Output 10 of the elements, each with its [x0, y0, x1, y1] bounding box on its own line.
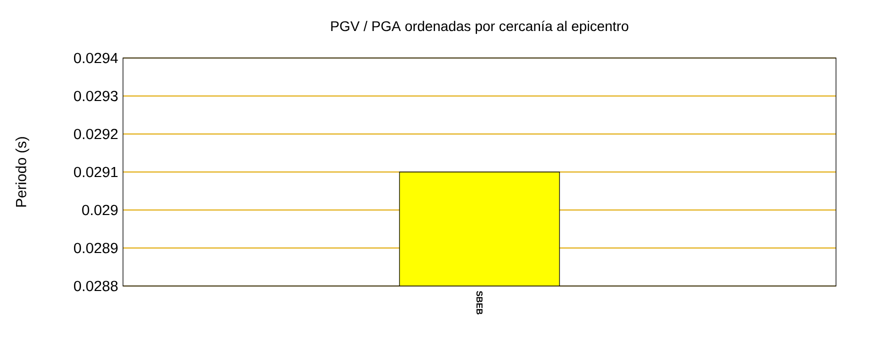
x-tick-label: SBEB — [476, 290, 483, 314]
y-tick-label: 0.0294 — [74, 52, 118, 64]
y-tick-label: 0.0288 — [74, 280, 118, 292]
y-tick-label: 0.0293 — [74, 90, 118, 102]
y-tick-label: 0.0289 — [74, 242, 118, 254]
y-axis-title: Periodo (s) — [16, 137, 30, 207]
chart-title: PGV / PGA ordenadas por cercanía al epicentro — [331, 20, 628, 34]
y-tick-label: 0.0292 — [74, 128, 118, 140]
y-tick-label: 0.029 — [82, 204, 118, 216]
y-tick-label: 0.0291 — [74, 166, 118, 178]
